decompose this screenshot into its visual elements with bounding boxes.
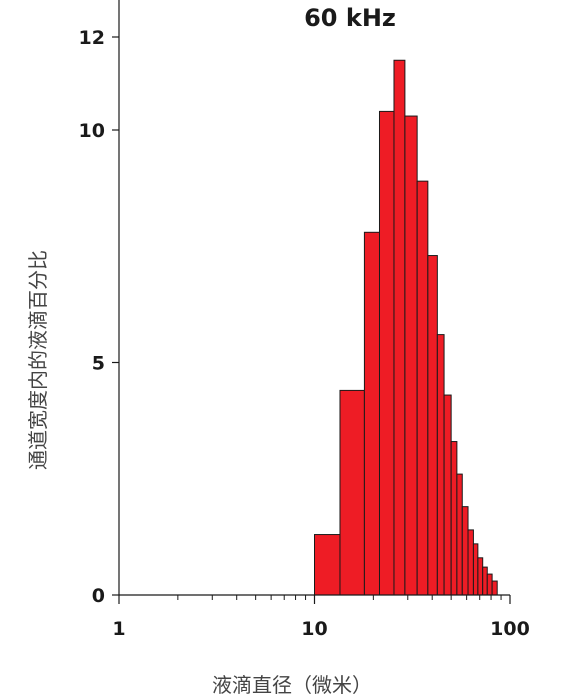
bars-layer <box>314 59 498 596</box>
histogram-bar-9 <box>443 394 452 596</box>
histogram-bar-13 <box>467 529 474 596</box>
x-tick-label-1: 1 <box>112 618 125 640</box>
histogram-bar-0 <box>314 534 341 596</box>
histogram-bar-15 <box>477 557 484 596</box>
histogram-bar-10 <box>450 441 458 596</box>
histogram-bar-18 <box>491 580 498 596</box>
y-tick-label-10: 10 <box>79 120 105 142</box>
x-axis-label: 液滴直径（微米） <box>212 673 372 697</box>
histogram-bar-7 <box>427 255 438 596</box>
histogram-bar-14 <box>472 543 479 596</box>
y-axis-label: 通道宽度内的液滴百分比 <box>26 250 50 470</box>
histogram-bar-6 <box>416 180 429 596</box>
histogram-bar-16 <box>482 566 488 596</box>
y-tick-label-5: 5 <box>92 353 105 375</box>
y-tick-label-0: 0 <box>92 585 105 607</box>
histogram-bar-5 <box>404 115 418 596</box>
histogram-bar-12 <box>461 506 469 596</box>
histogram-bar-3 <box>378 110 395 596</box>
histogram-bar-8 <box>436 334 445 596</box>
x-tick-label-10: 10 <box>301 618 327 640</box>
histogram-bar-11 <box>456 473 463 596</box>
histogram-bar-17 <box>486 573 493 596</box>
y-tick-label-12: 12 <box>79 27 105 49</box>
histogram-bar-4 <box>393 59 406 596</box>
histogram-bar-2 <box>363 231 381 596</box>
chart-title: 60 kHz <box>304 4 396 32</box>
x-tick-label-100: 100 <box>490 618 530 640</box>
histogram-bar-1 <box>339 389 365 596</box>
axes-layer: 0 5 10 12 1 10 100 <box>79 0 530 640</box>
